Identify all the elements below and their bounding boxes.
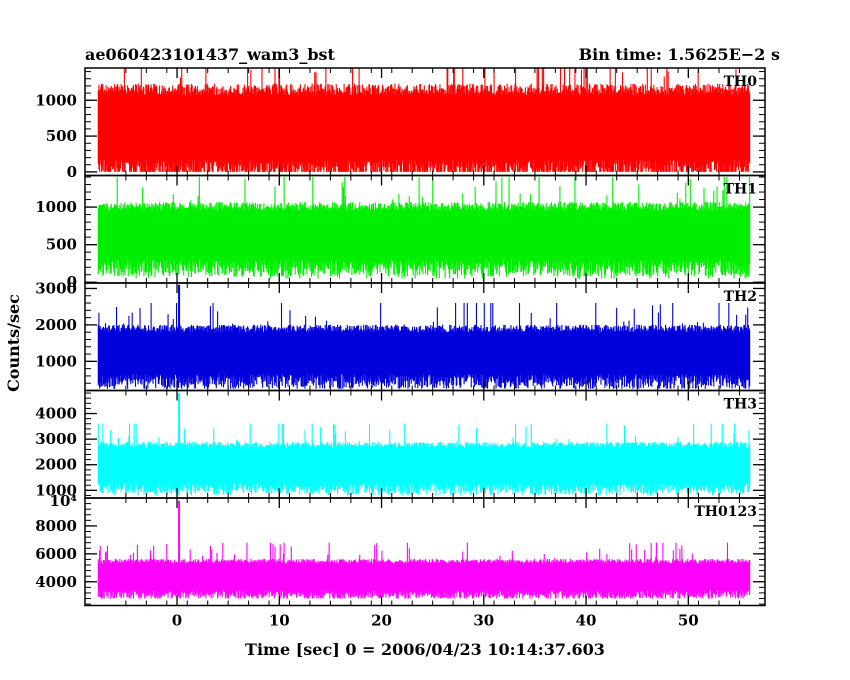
x-tick-label: 40: [576, 612, 597, 630]
y-tick-label: 1000: [35, 198, 77, 216]
panel-label-th0: TH0: [724, 74, 758, 90]
panel-th2: 1000 2000 3000 TH2: [35, 279, 766, 392]
y-tick-label: 4000: [35, 405, 77, 423]
panel-th0: 0 500 1000 TH0: [35, 67, 766, 181]
x-tick-label: 30: [473, 612, 494, 630]
x-tick-label: 0: [172, 612, 182, 630]
series-th0123: [97, 542, 751, 599]
y-tick-label: 4000: [35, 573, 77, 591]
chart-title-right: Bin time: 1.5625E−2 s: [579, 45, 780, 64]
panel-th0123: 4000 6000 8000 TH0123 10⁴: [35, 492, 766, 607]
x-axis: 0 10 20 30 40 50: [172, 612, 699, 630]
panel-th3: 1000 2000 3000 4000 TH3: [35, 389, 766, 499]
y-tick-label: 500: [46, 236, 77, 254]
panel-frame: [84, 497, 766, 607]
x-axis-label: Time [sec] 0 = 2006/04/23 10:14:37.603: [245, 640, 605, 659]
series-th1: [97, 177, 751, 279]
y-tick-label: 2000: [35, 456, 77, 474]
y-axis-label: Counts/sec: [4, 294, 23, 392]
panel-th1: 0 500 1000 TH1: [35, 174, 766, 291]
y-scale-label: 10⁴: [50, 492, 78, 510]
panel-label-th0123: TH0123: [694, 504, 757, 520]
x-tick-label: 20: [371, 612, 392, 630]
y-tick-label: 8000: [35, 517, 77, 535]
panel-label-th1: TH1: [724, 182, 757, 198]
series-th0: [97, 68, 751, 172]
panel-label-th3: TH3: [724, 397, 757, 413]
y-tick-label: 3000: [35, 279, 77, 297]
y-tick-label: 0: [67, 273, 77, 291]
y-tick-label: 500: [46, 127, 77, 145]
chart-title-left: ae060423101437_wam3_bst: [85, 45, 336, 64]
panel-label-th2: TH2: [724, 289, 757, 305]
y-tick-label: 6000: [35, 545, 77, 563]
x-tick-label: 50: [678, 612, 699, 630]
y-tick-label: 1000: [35, 91, 77, 109]
x-tick-label: 10: [269, 612, 290, 630]
y-tick-label: 0: [67, 163, 77, 181]
y-tick-label: 1000: [35, 481, 77, 499]
y-tick-label: 2000: [35, 316, 77, 334]
y-tick-label: 3000: [35, 430, 77, 448]
series-th3: [97, 423, 751, 496]
y-tick-label: 1000: [35, 352, 77, 370]
series-th2: [97, 303, 751, 389]
